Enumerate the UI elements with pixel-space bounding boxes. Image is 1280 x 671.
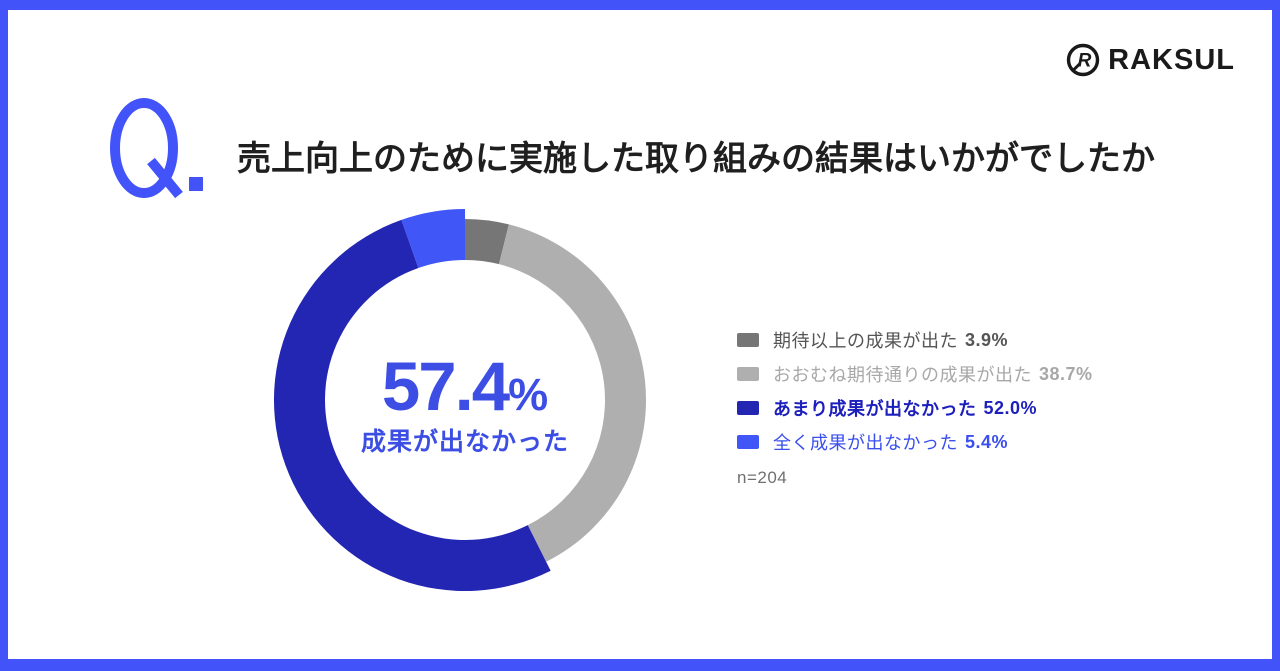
donut-center-label: 57.4% 成果が出なかった — [315, 352, 615, 455]
center-caption: 成果が出なかった — [360, 428, 569, 456]
center-percentage: 57.4% — [315, 352, 615, 421]
legend-value: 38.7% — [1039, 363, 1093, 384]
sample-size: n=204 — [737, 468, 788, 487]
brand-logo: R RAKSUL — [1066, 43, 1235, 77]
legend-item: 全く成果が出なかった 5.4% — [737, 425, 1093, 459]
legend-swatch — [737, 401, 759, 415]
legend-swatch — [737, 333, 759, 347]
question-title: 売上向上のために実施した取り組みの結果はいかがでしたか — [237, 140, 1155, 178]
donut-segment — [273, 219, 551, 592]
legend-label: 期待以上の成果が出た — [773, 331, 958, 351]
legend-label: おおむね期待通りの成果が出た — [773, 365, 1032, 385]
donut-chart — [273, 209, 647, 592]
legend-value: 3.9% — [965, 329, 1009, 350]
legend-swatch — [737, 367, 759, 381]
donut-segment — [465, 219, 509, 265]
legend-label: 全く成果が出なかった — [773, 433, 958, 453]
svg-text:R: R — [1078, 51, 1092, 72]
brand-wordmark: RAKSUL — [1108, 43, 1235, 76]
chart-legend: 期待以上の成果が出た 3.9% おおむね期待通りの成果が出た 38.7% あまり… — [737, 323, 1093, 488]
donut-segment — [401, 209, 465, 268]
q-mark — [110, 98, 203, 199]
donut-segment — [498, 224, 647, 562]
q-tail — [147, 157, 183, 199]
legend-item: 期待以上の成果が出た 3.9% — [737, 323, 1093, 357]
legend-item: おおむね期待通りの成果が出た 38.7% — [737, 357, 1093, 391]
legend-value: 52.0% — [983, 397, 1038, 418]
q-period — [189, 177, 203, 191]
center-unit: % — [508, 369, 549, 420]
legend-item: あまり成果が出なかった 52.0% — [737, 391, 1093, 425]
legend-value: 5.4% — [965, 431, 1009, 452]
legend-label: あまり成果が出なかった — [773, 399, 977, 419]
center-value: 57.4 — [381, 348, 510, 425]
raksul-mark-icon: R — [1066, 43, 1100, 77]
q-ellipse — [110, 98, 178, 198]
legend-swatch — [737, 435, 759, 449]
